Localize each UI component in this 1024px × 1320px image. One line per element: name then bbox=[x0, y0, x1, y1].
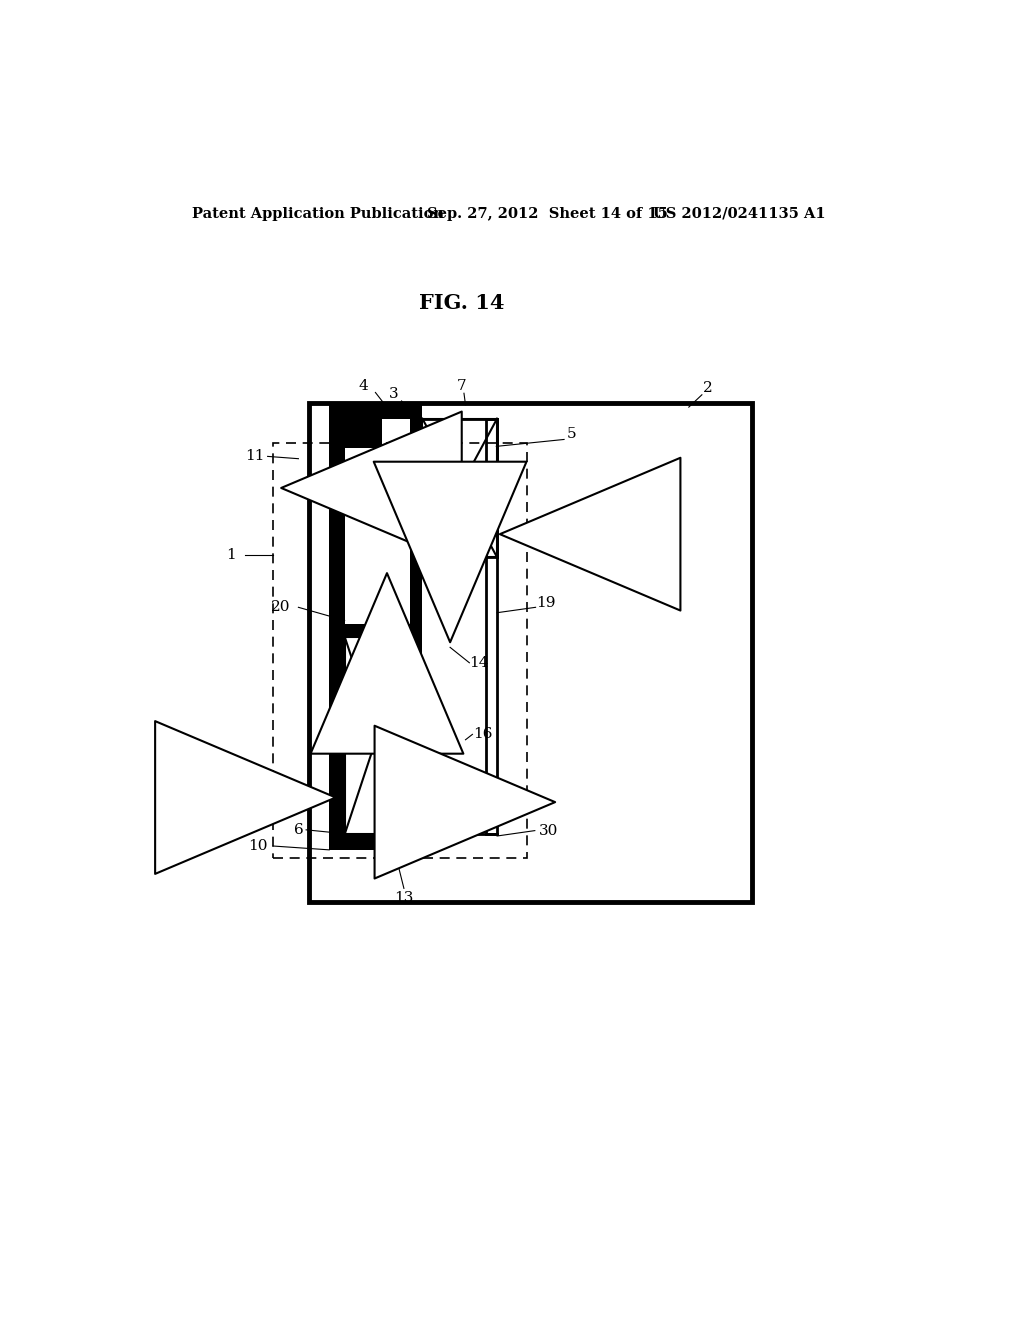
Text: Patent Application Publication: Patent Application Publication bbox=[193, 207, 444, 220]
Text: 3: 3 bbox=[389, 387, 398, 401]
Bar bbox=[330, 404, 422, 418]
Bar bbox=[330, 624, 410, 636]
Bar bbox=[273, 444, 527, 858]
Text: 11: 11 bbox=[246, 449, 265, 463]
Text: 30: 30 bbox=[539, 824, 558, 838]
Text: 1: 1 bbox=[225, 548, 236, 562]
Text: 6: 6 bbox=[294, 822, 303, 837]
Text: 13: 13 bbox=[394, 891, 414, 904]
Text: 5: 5 bbox=[567, 428, 577, 441]
Text: 4: 4 bbox=[358, 379, 368, 392]
Bar bbox=[410, 404, 422, 850]
Text: Sep. 27, 2012  Sheet 14 of 15: Sep. 27, 2012 Sheet 14 of 15 bbox=[427, 207, 668, 220]
Text: 7: 7 bbox=[457, 379, 467, 392]
Bar bbox=[309, 404, 752, 903]
Text: 2: 2 bbox=[703, 381, 713, 395]
Text: 14: 14 bbox=[470, 656, 489, 669]
Bar bbox=[345, 418, 382, 447]
Bar bbox=[330, 404, 345, 850]
Bar bbox=[330, 834, 422, 850]
Text: 19: 19 bbox=[537, 597, 556, 610]
Text: 10: 10 bbox=[248, 840, 267, 853]
Text: 16: 16 bbox=[473, 727, 493, 742]
Text: 20: 20 bbox=[271, 601, 291, 614]
Bar bbox=[486, 418, 497, 834]
Text: FIG. 14: FIG. 14 bbox=[419, 293, 505, 313]
Text: US 2012/0241135 A1: US 2012/0241135 A1 bbox=[652, 207, 825, 220]
